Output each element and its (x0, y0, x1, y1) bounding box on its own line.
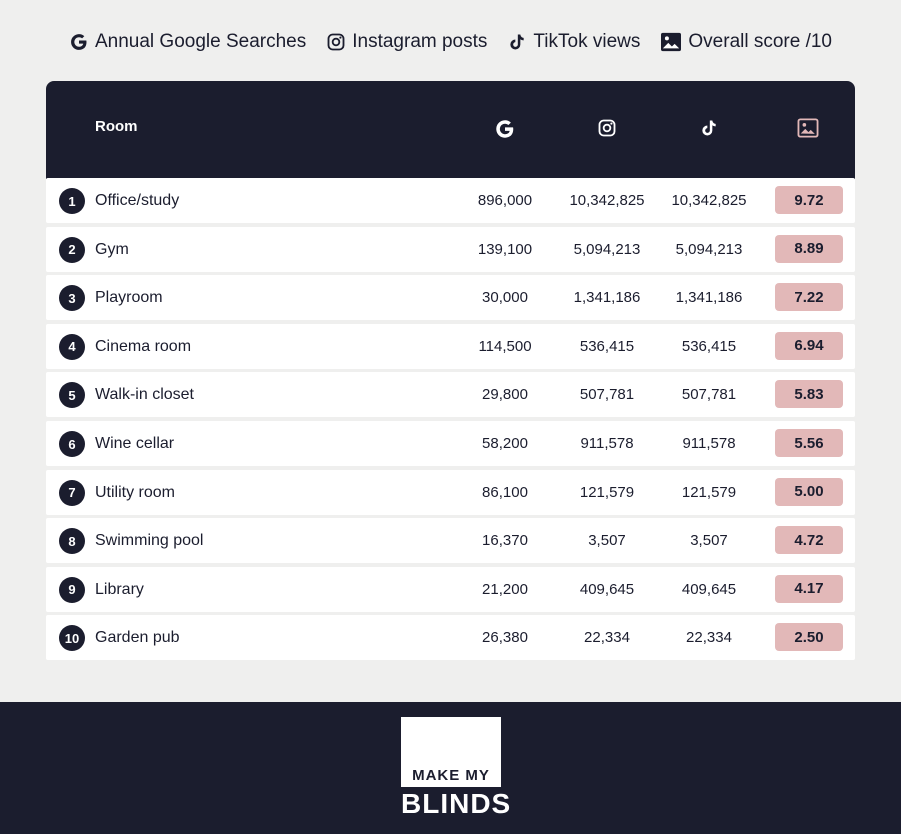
score-badge: 5.56 (775, 429, 843, 457)
instagram-value: 10,342,825 (569, 192, 645, 209)
column-header-room: Room (95, 118, 138, 135)
rank-badge: 4 (59, 333, 85, 360)
tiktok-value: 911,578 (682, 435, 736, 452)
tiktok-icon (507, 32, 527, 52)
google-icon (485, 118, 525, 140)
legend: Annual Google Searches Instagram posts T… (0, 28, 901, 56)
legend-label-instagram: Instagram posts (352, 31, 488, 52)
rank-badge: 10 (59, 625, 85, 652)
tiktok-value: 121,579 (681, 483, 737, 501)
rank-badge: 5 (59, 382, 85, 409)
google-icon (69, 32, 89, 52)
rank-badge: 8 (59, 528, 85, 555)
score-badge: 7.22 (775, 283, 843, 312)
legend-label-tiktok: TikTok views (533, 31, 641, 52)
instagram-value: 536,415 (579, 337, 635, 355)
google-value: 86,100 (482, 483, 528, 501)
google-value: 114,500 (478, 337, 532, 355)
room-name: Library (95, 580, 144, 598)
score-badge: 8.89 (775, 234, 843, 263)
score-badge: 5.83 (775, 380, 843, 409)
table-header: Room (46, 81, 855, 179)
google-value: 58,200 (482, 435, 528, 452)
table-row: 7 Utility room 86,100 121,579 121,579 5.00 (46, 469, 855, 515)
instagram-value: 911,578 (580, 435, 634, 452)
tiktok-value: 5,094,213 (675, 240, 743, 258)
room-name: Swimming pool (95, 532, 204, 550)
room-name: Cinema room (95, 337, 192, 355)
image-icon (788, 118, 828, 138)
score-badge: 4.72 (775, 526, 843, 555)
score-badge: 5.00 (775, 477, 843, 506)
footer: MAKE MY BLINDS (0, 702, 901, 834)
instagram-value: 5,094,213 (573, 240, 641, 258)
table-row: 10 Garden pub 26,380 22,334 22,334 2.50 (46, 615, 855, 661)
google-value: 21,200 (482, 580, 528, 598)
instagram-icon (587, 118, 627, 138)
logo-text-top: MAKE MY (412, 767, 490, 784)
instagram-value: 22,334 (584, 629, 630, 647)
rank-badge: 2 (59, 236, 85, 263)
rank-badge: 9 (59, 576, 85, 603)
instagram-icon (326, 32, 346, 52)
tiktok-value: 1,341,186 (675, 289, 743, 307)
legend-item-instagram: Instagram posts (326, 31, 487, 53)
table-row: 2 Gym 139,100 5,094,213 5,094,213 8.89 (46, 226, 855, 272)
google-value: 30,000 (482, 289, 528, 307)
google-value: 139,100 (477, 240, 533, 258)
table-row: 6 Wine cellar 58,200 911,578 911,578 5.56 (46, 421, 855, 466)
score-badge: 2.50 (775, 623, 843, 652)
table-row: 4 Cinema room 114,500 536,415 536,415 6.94 (46, 323, 855, 369)
image-icon (660, 32, 682, 52)
tiktok-icon (689, 118, 729, 138)
score-badge: 4.17 (775, 574, 843, 603)
instagram-value: 121,579 (579, 483, 635, 501)
room-name: Wine cellar (95, 435, 175, 452)
room-name: Utility room (95, 483, 176, 501)
google-value: 896,000 (477, 192, 533, 209)
rank-badge: 7 (59, 479, 85, 506)
room-name: Playroom (95, 289, 163, 307)
instagram-value: 507,781 (579, 386, 635, 404)
tiktok-value: 22,334 (686, 629, 732, 647)
tiktok-value: 10,342,825 (671, 192, 747, 209)
rank-badge: 6 (59, 431, 85, 457)
legend-item-tiktok: TikTok views (507, 31, 640, 53)
ranking-table: Room 1 Office/study 896,000 10,342,825 10,34… (46, 81, 855, 661)
tiktok-value: 3,507 (690, 532, 728, 550)
table-row: 5 Walk-in closet 29,800 507,781 507,781 5.83 (46, 372, 855, 418)
instagram-value: 3,507 (588, 532, 626, 550)
rank-badge: 1 (59, 188, 85, 214)
google-value: 16,370 (482, 532, 528, 550)
table-row: 1 Office/study 896,000 10,342,825 10,342,825… (46, 178, 855, 223)
tiktok-value: 536,415 (681, 337, 737, 355)
table-row: 8 Swimming pool 16,370 3,507 3,507 4.72 (46, 518, 855, 564)
table-row: 9 Library 21,200 409,645 409,645 4.17 (46, 566, 855, 612)
score-badge: 9.72 (775, 186, 843, 214)
google-value: 26,380 (482, 629, 528, 647)
legend-label-google: Annual Google Searches (94, 31, 307, 52)
instagram-value: 1,341,186 (573, 289, 641, 307)
room-name: Garden pub (95, 629, 180, 647)
legend-item-google: Annual Google Searches (69, 31, 306, 53)
instagram-value: 409,645 (579, 580, 635, 598)
room-name: Gym (95, 240, 129, 258)
tiktok-value: 409,645 (681, 580, 737, 598)
legend-label-score: Overall score /10 (688, 31, 833, 52)
table-row: 3 Playroom 30,000 1,341,186 1,341,186 7.22 (46, 275, 855, 321)
score-badge: 6.94 (775, 331, 843, 360)
legend-item-score: Overall score /10 (660, 31, 832, 53)
logo-text-bottom: BLINDS (401, 788, 512, 819)
rank-badge: 3 (59, 285, 85, 312)
room-name: Office/study (95, 192, 180, 209)
google-value: 29,800 (482, 386, 528, 404)
tiktok-value: 507,781 (681, 386, 737, 404)
logo: MAKE MY (401, 717, 501, 787)
room-name: Walk-in closet (95, 386, 194, 404)
